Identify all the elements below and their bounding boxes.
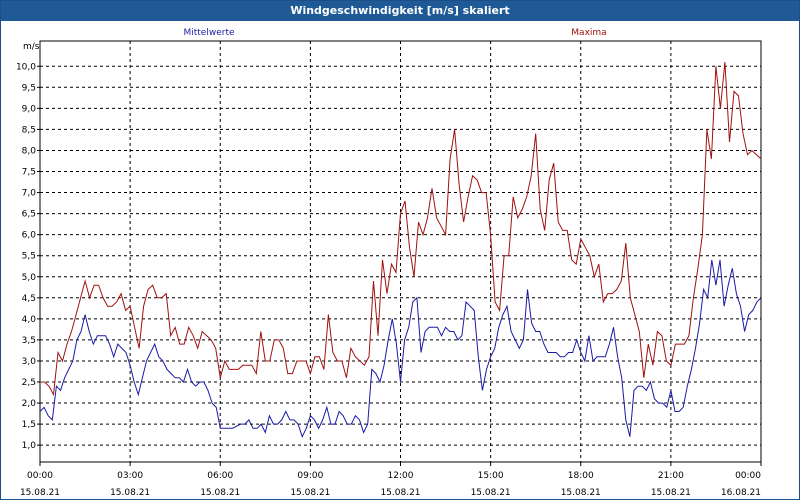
x-tick-time-label: 15:00 [478,471,504,481]
y-tick-label: 4,5 [22,294,36,304]
x-tick-time-label: 09:00 [297,471,323,481]
x-tick-date-label: 15.08.21 [561,488,601,498]
x-tick-date-label: 15.08.21 [20,488,60,498]
y-tick-label: 9,5 [22,83,36,93]
y-tick-label: 8,0 [22,146,37,156]
x-tick-date-label: 15.08.21 [380,488,420,498]
y-tick-label: 7,5 [22,168,36,178]
y-tick-label: 2,5 [22,378,36,388]
y-tick-label: 3,0 [22,357,37,367]
x-tick-time-label: 00:00 [735,471,761,481]
y-tick-label: 2,0 [22,399,37,409]
data-series [39,62,762,439]
x-tick-time-label: 03:00 [117,471,143,481]
x-tick-time-label: 12:00 [388,471,414,481]
y-axis-unit-label: m/s [23,42,40,52]
y-tick-label: 8,5 [22,125,36,135]
x-tick-time-label: 21:00 [658,471,684,481]
x-tick-date-label: 15.08.21 [110,488,150,498]
y-tick-label: 3,5 [22,336,36,346]
series-label-mittelwerte: Mittelwerte [183,28,234,38]
y-tick-label: 5,0 [22,273,37,283]
series-line-mittelwerte [39,259,762,439]
y-tick-label: 6,5 [22,210,36,220]
x-axis-ticks: 00:00 15.08.21 03:00 15.08.21 06:00 15.08.21 0… [20,462,762,498]
y-tick-label: 7,0 [22,189,37,199]
y-tick-label: 6,0 [22,231,37,241]
x-tick-time-label: 06:00 [207,471,233,481]
y-tick-label: 4,0 [22,315,37,325]
x-tick-date-label: 15.08.21 [290,488,330,498]
series-label-maxima: Maxima [571,28,606,38]
y-axis-ticks: 1,0 1,5 2,0 2,5 3,0 3,5 4,0 4,5 5,0 5,5 6,0 6,5 7,0 7… [16,62,40,451]
x-tick-time-label: 18:00 [568,471,594,481]
x-tick-date-label: 15.08.21 [200,488,240,498]
x-tick-date-label: 16.08.21 [721,488,761,498]
y-tick-label: 10,0 [16,62,36,72]
x-tick-date-label: 15.08.21 [651,488,691,498]
x-tick-time-label: 00:00 [27,471,53,481]
y-tick-label: 1,5 [22,420,36,430]
window-title: Windgeschwindigkeit [m/s] skaliert [1,1,799,21]
x-tick-date-label: 15.08.21 [471,488,511,498]
y-tick-label: 5,5 [22,252,36,262]
y-tick-label: 9,0 [22,104,37,114]
y-tick-label: 1,0 [22,441,37,451]
series-line-maxima [40,62,762,397]
